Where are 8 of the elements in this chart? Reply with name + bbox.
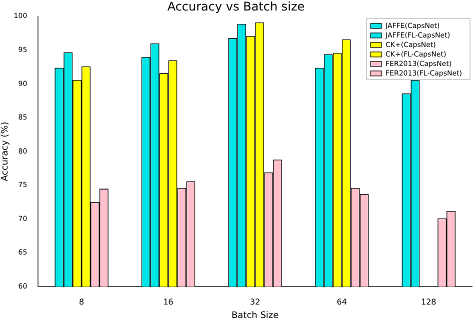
x-axis-title: Batch Size	[231, 310, 280, 321]
x-tick-label: 128	[420, 297, 436, 306]
x-tick-label: 16	[163, 297, 174, 306]
x-tick-label: 64	[336, 297, 347, 306]
y-axis-title: Accuracy (%)	[0, 122, 11, 182]
x-tick-label: 8	[79, 297, 84, 306]
chart-title: Accuracy vs Batch size	[167, 0, 305, 14]
x-tick-label: 32	[250, 297, 260, 306]
